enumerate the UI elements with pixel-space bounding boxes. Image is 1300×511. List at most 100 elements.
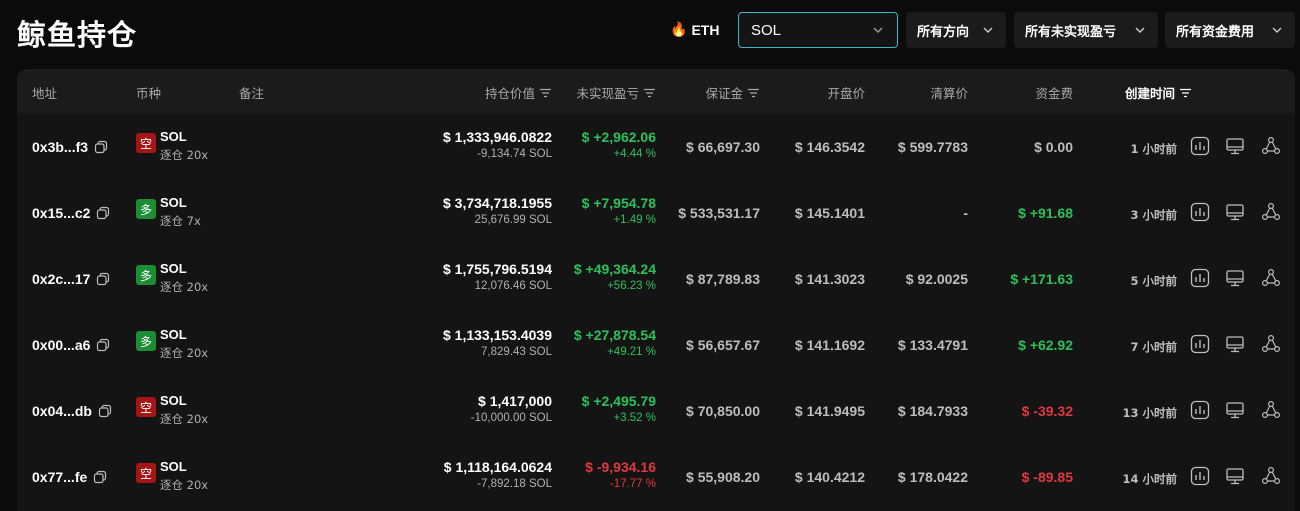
- pnl-percent: +56.23 %: [607, 280, 656, 292]
- chart-icon[interactable]: [1190, 136, 1210, 156]
- monitor-icon[interactable]: [1225, 466, 1245, 486]
- page-title: 鲸鱼持仓: [17, 18, 138, 52]
- coin-name: SOL: [160, 393, 187, 408]
- chart-icon[interactable]: [1190, 334, 1210, 354]
- direction-select[interactable]: 所有方向: [906, 12, 1006, 48]
- funding-select[interactable]: 所有资金费用: [1165, 12, 1295, 48]
- share-icon[interactable]: [1261, 334, 1281, 354]
- liquidation-price: $ 178.0422: [897, 469, 968, 485]
- liquidation-price: $ 599.7783: [897, 139, 968, 155]
- copy-icon[interactable]: [96, 272, 110, 286]
- copy-icon[interactable]: [93, 470, 107, 484]
- address-cell[interactable]: 0x15...c2: [32, 205, 110, 221]
- address-text[interactable]: 0x77...fe: [32, 469, 88, 485]
- coin-select[interactable]: SOL: [738, 12, 898, 48]
- entry-price: $ 141.1692: [794, 337, 865, 353]
- coin-name: SOL: [160, 129, 187, 144]
- col-pnl-label: 未实现盈亏: [576, 86, 639, 101]
- address-text[interactable]: 0x04...db: [32, 403, 92, 419]
- col-created-label: 创建时间: [1124, 86, 1175, 101]
- funding-fee: $ +171.63: [1010, 271, 1073, 287]
- position-value: $ 1,118,164.0624: [443, 459, 552, 475]
- address-text[interactable]: 0x3b...f3: [32, 139, 89, 155]
- created-time: 3 小时前: [1130, 208, 1177, 222]
- table-row[interactable]: 0x3b...f3 空 SOL 逐仓 20x $ 1,333,946.0822 -9,13…: [17, 113, 1295, 179]
- chevron-down-icon: [981, 23, 995, 37]
- col-value-label: 持仓价值: [484, 86, 535, 101]
- address-text[interactable]: 0x15...c2: [32, 205, 91, 221]
- side-badge: 多: [136, 199, 156, 219]
- funding-fee: $ -89.85: [1021, 469, 1073, 485]
- copy-icon[interactable]: [96, 338, 110, 352]
- share-icon[interactable]: [1261, 400, 1281, 420]
- coin-name: SOL: [160, 327, 187, 342]
- liquidation-price: $ 92.0025: [905, 271, 968, 287]
- monitor-icon[interactable]: [1225, 268, 1245, 288]
- share-icon[interactable]: [1261, 202, 1281, 222]
- col-note: 备注: [239, 86, 265, 101]
- filter-icon: [748, 88, 759, 97]
- flame-icon: 🔥: [670, 21, 688, 37]
- entry-price: $ 141.3023: [794, 271, 865, 287]
- margin-value: $ 87,789.83: [686, 271, 760, 287]
- col-value-sort[interactable]: 持仓价值: [485, 83, 552, 102]
- col-funding: 资金费: [1035, 86, 1073, 101]
- margin-value: $ 70,850.00: [686, 403, 760, 419]
- funding-fee: $ +62.92: [1018, 337, 1073, 353]
- chevron-down-icon: [871, 23, 885, 37]
- side-badge: 空: [136, 397, 156, 417]
- funding-fee: $ 0.00: [1034, 139, 1073, 155]
- liquidation-price: $ 133.4791: [897, 337, 968, 353]
- monitor-icon[interactable]: [1225, 334, 1245, 354]
- pnl-select[interactable]: 所有未实现盈亏: [1014, 12, 1158, 48]
- address-cell[interactable]: 0x77...fe: [32, 469, 107, 485]
- pnl-percent: +3.52 %: [613, 412, 656, 424]
- entry-price: $ 141.9495: [794, 403, 865, 419]
- created-time: 14 小时前: [1122, 472, 1177, 486]
- chart-icon[interactable]: [1190, 202, 1210, 222]
- copy-icon[interactable]: [98, 404, 112, 418]
- monitor-icon[interactable]: [1225, 400, 1245, 420]
- positions-table: 地址 币种 备注 持仓价值 未实现盈亏 保证金 开盘价 清算价 资金费 创建时间…: [17, 69, 1295, 511]
- copy-icon[interactable]: [96, 206, 110, 220]
- pnl-value: $ +2,962.06: [581, 129, 656, 145]
- address-text[interactable]: 0x00...a6: [32, 337, 91, 353]
- address-cell[interactable]: 0x00...a6: [32, 337, 110, 353]
- table-row[interactable]: 0x2c...17 多 SOL 逐仓 20x $ 1,755,796.5194 12,07…: [17, 245, 1295, 311]
- col-liq: 清算价: [930, 86, 968, 101]
- position-value: $ 1,133,153.4039: [443, 327, 552, 343]
- eth-filter-button[interactable]: 🔥 ETH: [670, 21, 719, 38]
- position-amount: 12,076.46 SOL: [474, 280, 552, 292]
- address-cell[interactable]: 0x2c...17: [32, 271, 110, 287]
- monitor-icon[interactable]: [1225, 202, 1245, 222]
- address-text[interactable]: 0x2c...17: [32, 271, 91, 287]
- col-margin-sort[interactable]: 保证金: [705, 83, 760, 102]
- pnl-value: $ +7,954.78: [581, 195, 656, 211]
- address-cell[interactable]: 0x3b...f3: [32, 139, 108, 155]
- table-row[interactable]: 0x77...fe 空 SOL 逐仓 20x $ 1,118,164.0624 -7,89…: [17, 443, 1295, 509]
- pnl-select-value: 所有未实现盈亏: [1025, 24, 1117, 40]
- share-icon[interactable]: [1261, 136, 1281, 156]
- address-cell[interactable]: 0x04...db: [32, 403, 112, 419]
- filter-icon: [644, 88, 655, 97]
- chart-icon[interactable]: [1190, 466, 1210, 486]
- position-amount: -7,892.18 SOL: [477, 478, 552, 490]
- table-row[interactable]: 0x04...db 空 SOL 逐仓 20x $ 1,417,000 -10,000.00…: [17, 377, 1295, 443]
- share-icon[interactable]: [1261, 466, 1281, 486]
- table-row[interactable]: 0x00...a6 多 SOL 逐仓 20x $ 1,133,153.4039 7,829…: [17, 311, 1295, 377]
- margin-value: $ 66,697.30: [686, 139, 760, 155]
- col-coin: 币种: [136, 86, 162, 101]
- table-row[interactable]: 0x15...c2 多 SOL 逐仓 7x $ 3,734,718.1955 25,676…: [17, 179, 1295, 245]
- pnl-value: $ +2,495.79: [581, 393, 656, 409]
- col-created-sort[interactable]: 创建时间: [1125, 83, 1192, 102]
- position-value: $ 1,417,000: [478, 393, 552, 409]
- margin-value: $ 56,657.67: [686, 337, 760, 353]
- chart-icon[interactable]: [1190, 268, 1210, 288]
- funding-fee: $ +91.68: [1018, 205, 1073, 221]
- share-icon[interactable]: [1261, 268, 1281, 288]
- col-pnl-sort[interactable]: 未实现盈亏: [576, 83, 656, 102]
- copy-icon[interactable]: [94, 140, 108, 154]
- monitor-icon[interactable]: [1225, 136, 1245, 156]
- coin-name: SOL: [160, 195, 187, 210]
- chart-icon[interactable]: [1190, 400, 1210, 420]
